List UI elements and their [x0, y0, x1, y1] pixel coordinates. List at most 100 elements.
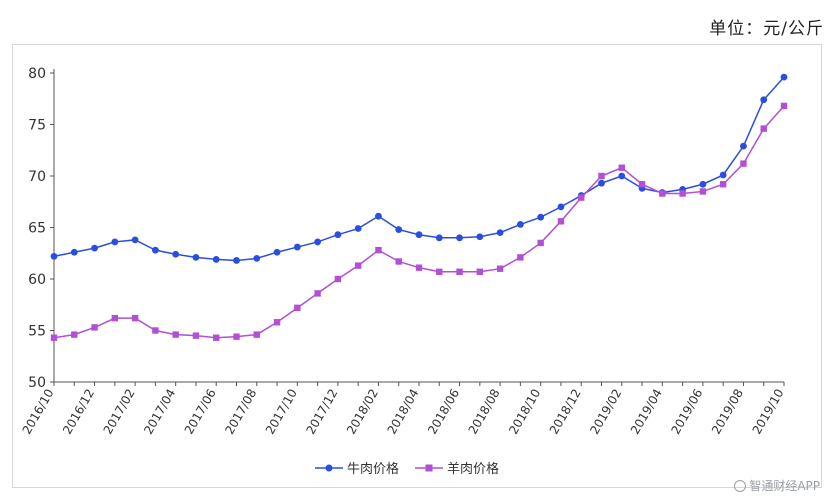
series-line-mutton: [53, 105, 785, 339]
x-tick-label: 2016/10: [20, 387, 57, 437]
data-point-mutton: [50, 334, 58, 341]
data-point-mutton: [294, 304, 301, 312]
data-point-beef: [172, 250, 180, 258]
data-point-mutton: [415, 264, 423, 271]
x-tick-label: 2017/10: [263, 387, 300, 437]
data-point-beef: [212, 256, 220, 263]
x-tick-label: 2016/12: [60, 387, 97, 437]
data-point-beef: [334, 231, 342, 239]
x-tick-label: 2018/04: [385, 387, 422, 437]
data-point-mutton: [91, 324, 98, 331]
data-point-mutton: [233, 333, 240, 340]
data-point-mutton: [436, 268, 443, 275]
data-point-mutton: [314, 290, 321, 297]
legend-marker-mutton: [425, 464, 433, 471]
legend-swatch-mutton: [415, 464, 444, 471]
data-point-mutton: [456, 268, 463, 275]
x-tick-label: 2018/12: [547, 387, 584, 437]
data-point-mutton: [253, 331, 260, 338]
x-tick-label: 2018/02: [344, 387, 381, 437]
data-point-beef: [192, 253, 200, 261]
data-point-mutton: [131, 314, 139, 322]
data-point-beef: [496, 229, 504, 237]
data-point-beef: [516, 221, 524, 228]
data-point-beef: [598, 179, 605, 187]
x-tick-label: 2017/04: [141, 387, 178, 437]
data-point-mutton: [334, 275, 342, 283]
data-point-mutton: [395, 258, 402, 265]
chart-frame: 50 55 60 65 70 75 80 2016/10 2016/12 2017/02 2017/…: [12, 44, 822, 488]
x-tick-label: 2019/02: [587, 387, 624, 437]
data-point-mutton: [659, 190, 666, 197]
x-tick-label: 2019/04: [628, 387, 665, 437]
data-point-mutton: [213, 334, 220, 341]
data-point-beef: [719, 171, 727, 179]
data-point-mutton: [172, 331, 179, 338]
legend-item-mutton[interactable]: 羊肉价格: [415, 458, 499, 477]
data-point-beef: [273, 248, 281, 256]
data-point-mutton: [192, 332, 200, 339]
data-point-mutton: [537, 239, 544, 247]
data-point-beef: [233, 257, 240, 264]
data-point-beef: [253, 255, 261, 262]
data-point-mutton: [699, 188, 707, 195]
watermark-logo-icon: [734, 479, 747, 492]
legend-swatch-beef: [315, 464, 343, 471]
data-point-mutton: [354, 262, 362, 269]
x-tick-label: 2017/12: [303, 387, 340, 437]
data-point-mutton: [152, 327, 159, 334]
data-point-beef: [293, 243, 301, 251]
data-point-mutton: [557, 218, 565, 225]
data-point-mutton: [517, 254, 524, 261]
watermark-text: 智通财经APP: [749, 479, 820, 493]
data-point-beef: [456, 234, 463, 242]
data-point-beef: [91, 244, 98, 252]
data-point-mutton: [740, 160, 747, 167]
data-point-mutton: [111, 314, 119, 322]
legend-label-mutton: 羊肉价格: [447, 462, 500, 477]
x-tick-label: 2017/08: [222, 387, 259, 437]
data-point-beef: [699, 180, 707, 188]
data-point-beef: [111, 238, 119, 246]
y-tick-label: 70: [28, 169, 46, 185]
data-point-beef: [780, 73, 788, 81]
x-tick-label: 2019/10: [750, 387, 787, 437]
y-tick-label: 80: [28, 66, 46, 82]
data-point-beef: [70, 248, 78, 256]
data-point-beef: [537, 213, 545, 221]
data-point-mutton: [618, 164, 625, 171]
legend-item-beef[interactable]: 牛肉价格: [315, 458, 399, 477]
data-point-beef: [375, 212, 382, 220]
y-tick-label: 60: [28, 272, 46, 288]
data-point-mutton: [760, 125, 767, 132]
legend-marker-beef: [325, 464, 333, 471]
x-tick-label: 2019/06: [668, 387, 705, 437]
x-tick-label: 2018/10: [506, 387, 543, 437]
y-tick-label: 65: [28, 221, 46, 237]
unit-label: 单位：元/公斤: [709, 19, 824, 39]
data-point-beef: [314, 238, 322, 246]
data-point-beef: [476, 233, 484, 241]
y-tick-label: 75: [28, 118, 46, 134]
data-point-beef: [435, 234, 443, 242]
data-point-beef: [354, 225, 362, 232]
data-point-mutton: [273, 319, 281, 326]
data-point-beef: [395, 226, 403, 233]
x-tick-label: 2018/08: [466, 386, 503, 436]
data-point-beef: [740, 142, 747, 150]
y-tick-label: 50: [28, 375, 46, 391]
data-point-mutton: [780, 102, 788, 110]
data-point-mutton: [476, 268, 484, 275]
data-point-beef: [50, 252, 58, 260]
watermark: 智通财经APP: [734, 477, 820, 494]
data-point-mutton: [71, 331, 78, 338]
y-tick-label: 55: [28, 324, 46, 340]
data-point-beef: [151, 246, 159, 254]
x-tick-label: 2019/08: [709, 387, 746, 437]
legend-label-beef: 牛肉价格: [347, 462, 400, 477]
data-point-beef: [760, 96, 768, 104]
data-point-beef: [131, 236, 139, 244]
data-point-mutton: [598, 172, 605, 180]
x-tick-label: 2018/06: [425, 387, 462, 437]
